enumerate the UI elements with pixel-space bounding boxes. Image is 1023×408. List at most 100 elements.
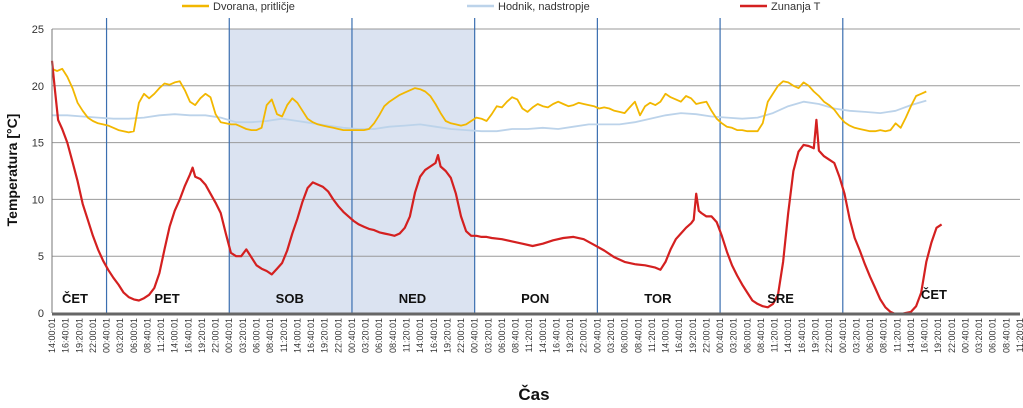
x-tick-label: 03:20:01 xyxy=(483,318,493,353)
x-tick-label: 22:00:01 xyxy=(824,318,834,353)
x-tick-label: 14:00:01 xyxy=(47,318,57,353)
day-label: SRE xyxy=(767,291,794,306)
x-tick-label: 14:00:01 xyxy=(292,318,302,353)
x-tick-label: 06:00:01 xyxy=(988,318,998,353)
x-tick-label: 14:00:01 xyxy=(415,318,425,353)
x-tick-label: 19:20:01 xyxy=(197,318,207,353)
day-labels: ČET PET SOB NED PON TOR SRE ČET xyxy=(62,287,947,306)
x-tick-label: 03:20:01 xyxy=(238,318,248,353)
x-tick-label: 00:40:01 xyxy=(592,318,602,353)
x-tick-label: 16:40:01 xyxy=(920,318,930,353)
series-line-1 xyxy=(51,67,927,134)
x-tick-label: 22:00:01 xyxy=(88,318,98,353)
day-label: SOB xyxy=(276,291,304,306)
day-label: ČET xyxy=(921,287,947,302)
x-tick-label: 11:20:01 xyxy=(770,318,780,352)
x-tick-label: 00:40:01 xyxy=(838,318,848,353)
day-label: PET xyxy=(154,291,179,306)
x-tick-label: 19:20:01 xyxy=(565,318,575,353)
x-tick-label: 16:40:01 xyxy=(674,318,684,353)
x-tick-label: 08:40:01 xyxy=(879,318,889,353)
legend-label: Zunanja T xyxy=(771,1,821,13)
y-tick-label: 5 xyxy=(38,251,44,263)
x-axis-title: Čas xyxy=(518,385,549,404)
y-tick-label: 20 xyxy=(32,81,44,93)
x-tick-label: 19:20:01 xyxy=(688,318,698,353)
x-tick-label: 03:20:01 xyxy=(606,318,616,353)
x-tick-label: 16:40:01 xyxy=(797,318,807,353)
series-lines xyxy=(50,60,943,316)
legend-label: Hodnik, nadstropje xyxy=(498,1,590,13)
x-tick-label: 06:00:01 xyxy=(620,318,630,353)
x-tick-label: 11:20:01 xyxy=(402,318,412,352)
x-tick-label: 03:20:01 xyxy=(115,318,125,353)
x-tick-label: 16:40:01 xyxy=(183,318,193,353)
x-tick-label: 08:40:01 xyxy=(388,318,398,353)
x-tick-label: 03:20:01 xyxy=(361,318,371,353)
x-tick-label: 03:20:01 xyxy=(851,318,861,353)
y-tick-label: 15 xyxy=(32,138,44,150)
day-label: TOR xyxy=(644,291,672,306)
x-tick-label: 16:40:01 xyxy=(306,318,316,353)
x-tick-label: 06:00:01 xyxy=(129,318,139,353)
x-tick-label: 08:40:01 xyxy=(756,318,766,353)
x-tick-label: 11:20:01 xyxy=(1015,318,1023,352)
x-tick-label: 00:40:01 xyxy=(224,318,234,353)
x-tick-label: 16:40:01 xyxy=(429,318,439,353)
x-tick-label: 22:00:01 xyxy=(211,318,221,353)
y-axis-title: Temperatura [°C] xyxy=(4,114,20,227)
x-tick-label: 22:00:01 xyxy=(333,318,343,353)
x-tick-label: 16:40:01 xyxy=(552,318,562,353)
x-tick-label: 06:00:01 xyxy=(374,318,384,353)
x-tick-label: 08:40:01 xyxy=(511,318,521,353)
x-tick-label: 22:00:01 xyxy=(456,318,466,353)
x-tick-label: 06:00:01 xyxy=(742,318,752,353)
day-label: ČET xyxy=(62,291,88,306)
x-tick-label: 22:00:01 xyxy=(579,318,589,353)
x-tick-label: 03:20:01 xyxy=(974,318,984,353)
x-tick-label: 06:00:01 xyxy=(865,318,875,353)
x-tick-label: 19:20:01 xyxy=(74,318,84,353)
x-tick-label: 08:40:01 xyxy=(1001,318,1011,353)
x-tick-label: 11:20:01 xyxy=(279,318,289,352)
x-tick-label: 14:00:01 xyxy=(661,318,671,353)
x-tick-label: 00:40:01 xyxy=(715,318,725,353)
x-tick-labels: 14:00:01 16:40:01 19:20:01 22:00:01 00:40:01… xyxy=(47,318,1023,353)
y-tick-label: 0 xyxy=(38,308,44,320)
x-tick-label: 11:20:01 xyxy=(892,318,902,352)
x-tick-label: 19:20:01 xyxy=(811,318,821,353)
axes xyxy=(51,29,1020,316)
x-tick-label: 14:00:01 xyxy=(906,318,916,353)
x-tick-label: 11:20:01 xyxy=(647,318,657,352)
y-tick-label: 10 xyxy=(32,194,44,206)
legend: Dvorana, pritličje Hodnik, nadstropje Zuna… xyxy=(182,1,821,13)
x-tick-label: 14:00:01 xyxy=(783,318,793,353)
day-boundaries xyxy=(105,18,844,313)
x-tick-label: 03:20:01 xyxy=(729,318,739,353)
x-tick-label: 00:40:01 xyxy=(961,318,971,353)
x-tick-label: 22:00:01 xyxy=(947,318,957,353)
x-tick-label: 14:00:01 xyxy=(170,318,180,353)
x-tick-label: 08:40:01 xyxy=(142,318,152,353)
x-tick-label: 11:20:01 xyxy=(156,318,166,352)
x-tick-label: 19:20:01 xyxy=(320,318,330,353)
x-tick-label: 11:20:01 xyxy=(524,318,534,352)
x-tick-label: 00:40:01 xyxy=(470,318,480,353)
x-tick-label: 06:00:01 xyxy=(497,318,507,353)
x-tick-label: 06:00:01 xyxy=(252,318,262,353)
x-tick-label: 22:00:01 xyxy=(701,318,711,353)
x-tick-label: 08:40:01 xyxy=(633,318,643,353)
x-tick-label: 16:40:01 xyxy=(61,318,71,353)
series-line-2 xyxy=(52,99,927,133)
day-label: NED xyxy=(399,291,426,306)
x-tick-label: 14:00:01 xyxy=(538,318,548,353)
x-tick-label: 19:20:01 xyxy=(933,318,943,353)
x-tick-label: 08:40:01 xyxy=(265,318,275,353)
series-line-3 xyxy=(50,60,943,316)
legend-label: Dvorana, pritličje xyxy=(213,1,295,13)
x-tick-label: 00:40:01 xyxy=(347,318,357,353)
x-tick-label: 19:20:01 xyxy=(442,318,452,353)
gridlines xyxy=(52,28,1020,257)
day-label: PON xyxy=(521,291,549,306)
